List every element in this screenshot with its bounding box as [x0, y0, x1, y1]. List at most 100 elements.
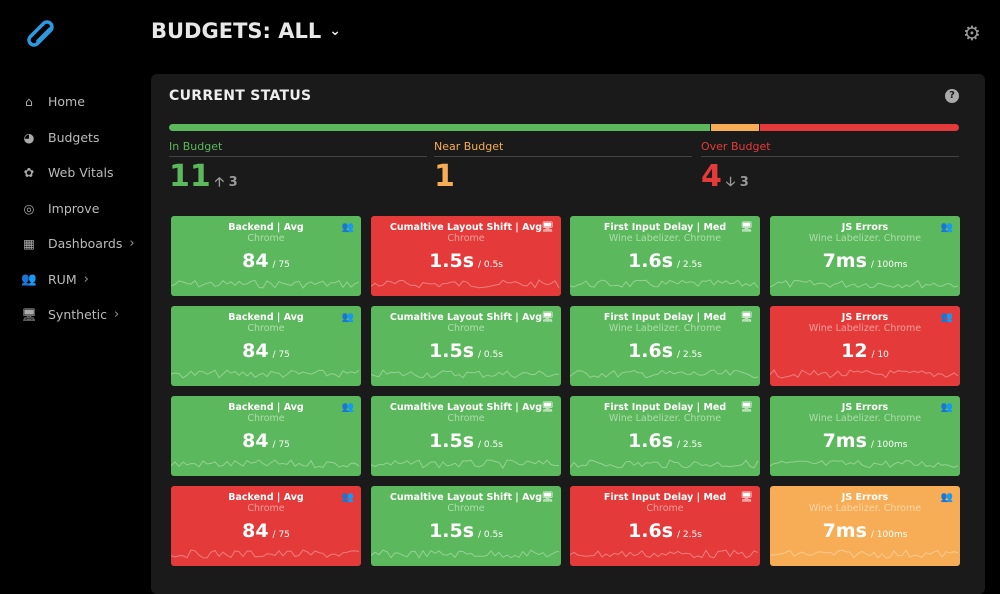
monitor-icon: 🖥 [21, 306, 37, 322]
sidebar-item-web-vitals[interactable]: ✿ Web Vitals [20, 155, 135, 191]
card-title: Cumaltive Layout Shift | Avg [389, 492, 543, 503]
budget-card[interactable]: First Input Delay | Med Wine Labelizer. … [570, 216, 760, 296]
users-icon: 👥 [341, 312, 354, 323]
card-title: Backend | Avg [228, 402, 304, 413]
card-subtitle: Chrome [247, 233, 285, 244]
sparkline [570, 549, 759, 559]
sparkline [570, 369, 759, 379]
budget-card[interactable]: First Input Delay | Med Wine Labelizer. … [570, 306, 760, 386]
users-icon: 👥 [341, 402, 354, 413]
budget-card[interactable]: Cumaltive Layout Shift | Avg Chrome 1.5s… [371, 306, 561, 386]
budget-card[interactable]: Cumaltive Layout Shift | Avg Chrome 1.5s… [371, 396, 561, 476]
card-value: 84 [242, 430, 269, 452]
card-value: 1.6s [628, 520, 674, 542]
card-subtitle: Wine Labelizer. Chrome [608, 413, 722, 424]
bar-over-budget [759, 124, 959, 131]
sidebar-item-home[interactable]: ⌂ Home [20, 84, 135, 120]
card-title: Backend | Avg [228, 312, 304, 323]
card-budget: / 2.5s [677, 440, 702, 450]
users-icon: 👥 [940, 402, 953, 413]
sidebar-item-label: Synthetic [48, 307, 108, 323]
sidebar-item-dashboards[interactable]: ▦ Dashboards › [20, 226, 135, 262]
card-value: 84 [242, 520, 269, 542]
card-subtitle: Wine Labelizer. Chrome [808, 233, 922, 244]
budget-card[interactable]: Cumaltive Layout Shift | Avg Chrome 1.5s… [371, 486, 561, 566]
sparkline [570, 459, 759, 469]
card-budget: / 2.5s [677, 530, 702, 540]
over-budget-delta: 3 [739, 175, 749, 190]
sidebar-item-budgets[interactable]: ◕ Budgets [20, 120, 135, 156]
card-budget: / 0.5s [478, 440, 503, 450]
budget-card[interactable]: Backend | Avg Chrome 84/ 75 👥 [171, 396, 361, 476]
budget-card[interactable]: JS Errors Wine Labelizer. Chrome 7ms/ 10… [770, 486, 960, 566]
monitor-icon: 🖥 [541, 312, 554, 323]
chevron-right-icon: › [129, 236, 135, 252]
budget-card[interactable]: First Input Delay | Med Chrome 1.6s/ 2.5… [570, 486, 760, 566]
budget-card[interactable]: Backend | Avg Chrome 84/ 75 👥 [171, 216, 361, 296]
status-progress-bar [169, 124, 959, 131]
monitor-icon: 🖥 [740, 492, 753, 503]
sidebar-item-label: Improve [48, 200, 100, 216]
card-subtitle: Chrome [247, 323, 285, 334]
chevron-right-icon: › [83, 271, 89, 287]
monitor-icon: 🖥 [740, 312, 753, 323]
pulse-icon: ✿ [23, 165, 35, 181]
budget-card[interactable]: JS Errors Wine Labelizer. Chrome 7ms/ 10… [770, 396, 960, 476]
bar-near-budget [710, 124, 760, 131]
sparkline [171, 279, 360, 289]
card-value: 1.6s [628, 250, 674, 272]
sparkline [770, 549, 959, 559]
budget-card[interactable]: Cumaltive Layout Shift | Avg Chrome 1.5s… [371, 216, 561, 296]
users-icon: 👥 [341, 222, 354, 233]
budget-selector[interactable]: BUDGETS: ALL ⌄ [151, 19, 341, 43]
sidebar-item-synthetic[interactable]: 🖥 Synthetic › [20, 297, 135, 333]
monitor-icon: 🖥 [541, 402, 554, 413]
card-title: Cumaltive Layout Shift | Avg [389, 222, 543, 233]
target-icon: ◎ [23, 200, 35, 216]
card-budget: / 2.5s [677, 350, 702, 360]
card-subtitle: Wine Labelizer. Chrome [608, 233, 722, 244]
card-budget: / 0.5s [478, 530, 503, 540]
card-title: First Input Delay | Med [603, 222, 727, 233]
monitor-icon: 🖥 [541, 222, 554, 233]
users-icon: 👥 [940, 222, 953, 233]
card-subtitle: Wine Labelizer. Chrome [808, 503, 922, 514]
sparkline [171, 369, 360, 379]
gear-icon[interactable]: ⚙ [963, 21, 981, 45]
card-value: 7ms [822, 520, 867, 542]
budget-card[interactable]: First Input Delay | Med Wine Labelizer. … [570, 396, 760, 476]
sidebar-item-rum[interactable]: 👥 RUM › [20, 262, 135, 298]
help-icon[interactable]: ? [945, 89, 959, 103]
sparkline [570, 279, 759, 288]
card-budget: / 100ms [870, 530, 908, 540]
budget-card[interactable]: JS Errors Wine Labelizer. Chrome 7ms/ 10… [770, 216, 960, 296]
card-subtitle: Chrome [447, 323, 485, 334]
sparkline [371, 459, 560, 469]
users-icon: 👥 [940, 492, 953, 503]
users-icon: 👥 [341, 492, 354, 503]
page-title: BUDGETS: ALL [151, 19, 322, 43]
app-logo[interactable] [22, 15, 58, 51]
card-budget: / 100ms [870, 260, 908, 270]
near-budget-label: Near Budget [434, 140, 692, 157]
in-budget-count: 11 [169, 159, 211, 194]
card-subtitle: Wine Labelizer. Chrome [608, 323, 722, 334]
panel-title: CURRENT STATUS [169, 88, 312, 104]
card-value: 84 [242, 250, 269, 272]
card-budget: / 75 [272, 440, 290, 450]
budget-card[interactable]: Backend | Avg Chrome 84/ 75 👥 [171, 486, 361, 566]
card-title: Cumaltive Layout Shift | Avg [389, 402, 543, 413]
card-subtitle: Chrome [247, 413, 285, 424]
sidebar-item-improve[interactable]: ◎ Improve [20, 191, 135, 227]
over-budget-count: 4 [701, 159, 722, 194]
card-title: JS Errors [841, 312, 889, 323]
budget-card[interactable]: Backend | Avg Chrome 84/ 75 👥 [171, 306, 361, 386]
card-budget: / 100ms [870, 440, 908, 450]
sparkline [371, 369, 559, 379]
arrow-up-icon: 🡡 [214, 175, 225, 190]
card-subtitle: Wine Labelizer. Chrome [808, 323, 922, 334]
budget-card[interactable]: JS Errors Wine Labelizer. Chrome 12/ 10 … [770, 306, 960, 386]
sparkline [770, 459, 959, 469]
sidebar-item-label: Budgets [48, 129, 100, 145]
chevron-down-icon: ⌄ [329, 23, 341, 39]
